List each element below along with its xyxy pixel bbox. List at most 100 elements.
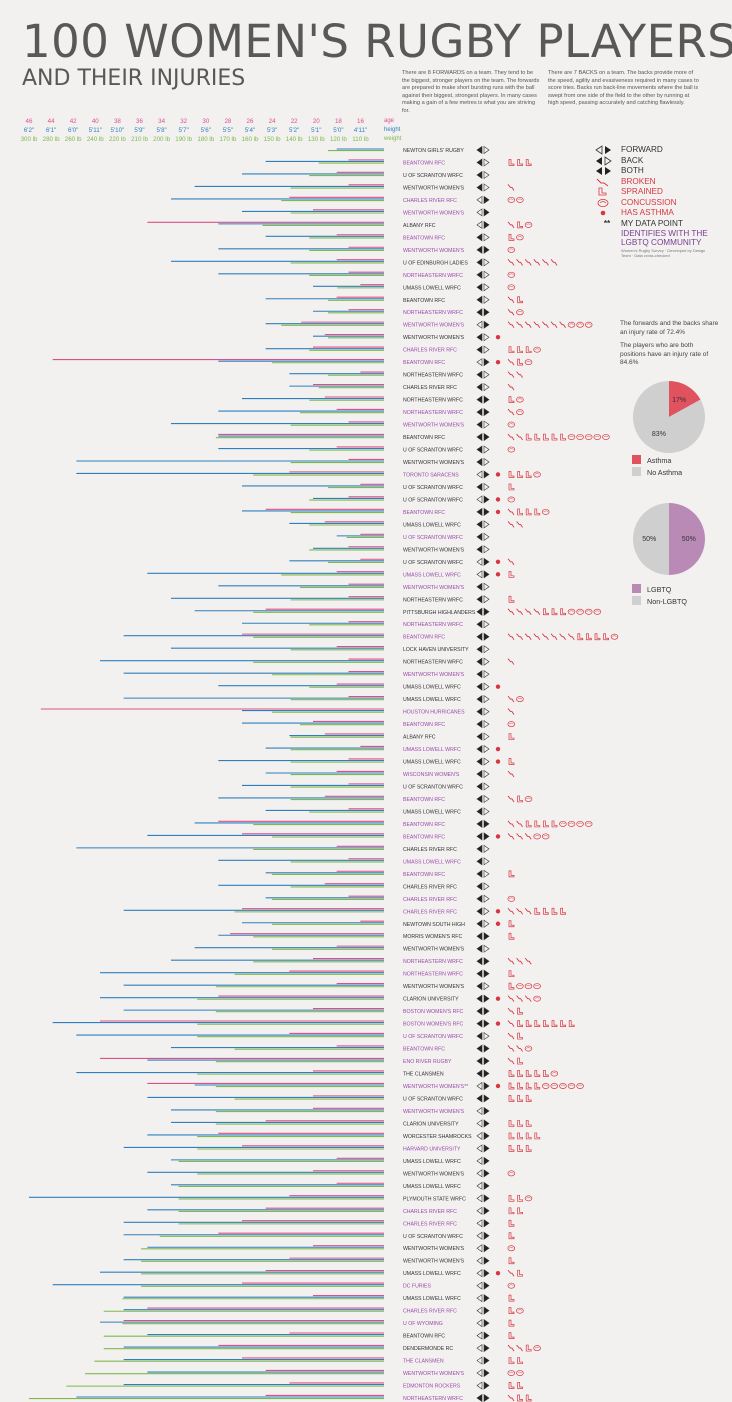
broken-icon [550,633,558,640]
concussion-icon [576,820,584,827]
broken-icon [524,995,532,1002]
concussion-icon [541,1083,550,1089]
team-label: ALBANY RFC [403,735,436,741]
concussion-icon [516,983,524,990]
position-left-marker [476,582,483,591]
position-left-marker [476,482,483,492]
position-left-marker [476,1081,483,1091]
scale-age-tick: 20 [312,118,320,125]
sprained-icon [508,1357,515,1364]
concussion-icon [507,1245,516,1252]
team-label: UMASS LOWELL WRFC [403,522,461,528]
broken-icon [507,770,515,778]
age-label: age [384,118,395,124]
concussion-icon-fold [552,1072,557,1074]
team-label: UMASS LOWELL WRFC [403,747,461,753]
non-lgbtq-legend-label: Non-LGBTQ [647,597,687,606]
position-left-marker [476,882,483,891]
broken-icon [516,371,523,378]
position-right-marker [483,1131,490,1140]
position-right-marker [483,1019,490,1028]
position-left-marker [476,1331,483,1340]
position-right-marker [483,907,490,916]
position-right-marker [483,1119,490,1128]
position-right-marker [483,1368,490,1378]
broken-icon [524,833,532,840]
broken-icon [507,1269,515,1277]
position-right-marker [483,520,490,529]
position-right-marker [483,782,490,791]
position-right-marker [483,145,490,155]
sprained-icon [525,471,532,478]
broken-icon [516,820,523,828]
scale-age-tick: 16 [357,118,364,125]
position-right-marker [483,1344,490,1353]
concussion-icon-fold [534,984,540,987]
concussion-icon [550,1070,559,1077]
position-left-marker [476,857,483,866]
broken-icon [524,633,532,640]
sprained-icon [508,1082,515,1090]
concussion-icon-fold [534,348,540,350]
position-left-marker [476,682,483,691]
concussion-icon-fold [509,1172,514,1174]
team-label: LOCK HAVEN UNIVERSITY [403,647,469,653]
team-label: BEANTOWN RFC [403,298,445,304]
concussion-icon [593,434,602,440]
position-right-marker [483,932,490,941]
position-right-marker [483,632,490,641]
position-right-marker [483,1244,490,1253]
position-left-marker [476,757,483,766]
legend-sprained-label: SPRAINED [621,187,663,196]
team-label: WENTWORTH WOMEN'S [403,585,465,591]
position-left-marker [476,208,483,217]
broken-icon [524,907,532,915]
height-label: height [384,127,401,133]
concussion-icon [533,471,541,478]
concussion-icon [567,321,576,328]
sprained-icon [508,1382,515,1389]
position-left-marker [476,1194,483,1203]
concussion-icon-fold [569,323,574,325]
sprained-icon [534,1132,541,1140]
sprained-icon [508,1319,515,1327]
pie-slice [633,381,705,453]
position-left-marker [476,520,483,529]
my-data-mark: ** [603,218,611,228]
concussion-icon-fold [534,997,540,999]
position-right-marker [483,695,490,704]
position-left-marker [476,1156,483,1165]
legend-mine: ** MY DATA POINT [594,219,714,230]
legend-both-label: BOTH [621,166,644,175]
sprained-icon [517,1007,523,1015]
position-right-marker [483,158,490,167]
concussion-icon [507,196,516,203]
position-left-marker [476,919,483,928]
concussion-icon [559,1083,567,1089]
position-right-marker [483,645,490,654]
concussion-icon-fold [560,822,566,825]
sprained-icon [508,1095,515,1102]
position-right-marker [483,894,490,903]
legend-forward-label: FORWARD [621,145,663,154]
team-label: U OF SCRANTON WRFC [403,1234,463,1240]
sprained-icon [534,907,541,915]
team-label: U OF SCRANTON WRFC [403,448,463,454]
position-left-marker [476,1144,483,1153]
scale-weight-tick: 160 lb [241,136,259,143]
concussion-icon [567,434,576,440]
position-left-marker [476,1131,483,1140]
team-label: DENDERMONDE RC [403,1346,453,1352]
lgbtq-legend-label: LGBTQ [647,585,672,594]
team-label: BOSTON WOMEN'S RFC [403,1022,464,1028]
team-label: HARVARD UNIVERSITY [403,1146,461,1152]
sprained-icon [543,1070,549,1077]
sprained-icon [508,1120,515,1127]
position-right-marker [483,857,490,866]
team-label: BEANTOWN RFC [403,797,445,803]
sprained-icon [517,508,523,516]
position-left-marker [476,1094,483,1103]
page-subtitle: AND THEIR INJURIES [22,66,246,91]
sprained-icon [517,1145,523,1152]
position-left-marker [476,819,483,828]
